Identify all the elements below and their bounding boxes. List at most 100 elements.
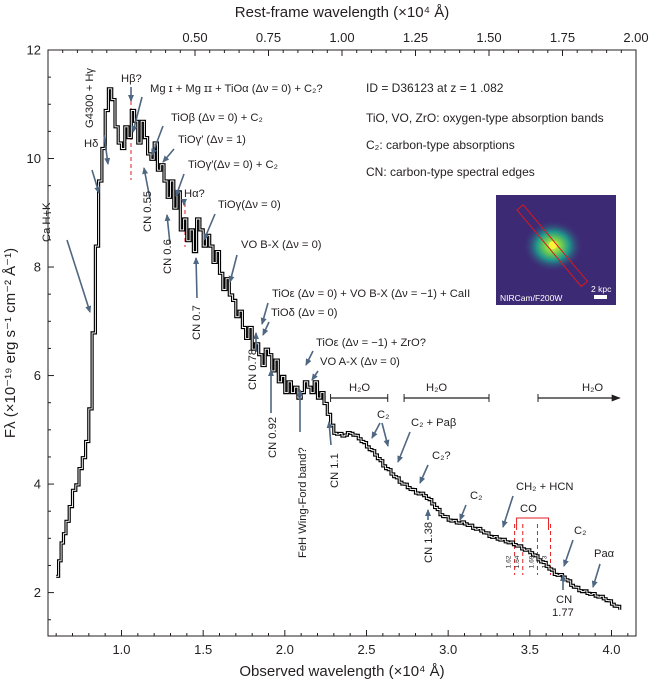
axis-tick-labels: 1.0 1.5 2.0 2.5 3.0 3.5 4.0 0.50 0.75 1.00 1.25 1.5… bbox=[27, 30, 649, 657]
annotation-label-c2q: C₂? bbox=[432, 450, 451, 462]
nircam-inset: NIRCam/F200W 2 kpc bbox=[496, 195, 616, 305]
annotation-label-cn177: CN 1.77 bbox=[552, 594, 574, 619]
annotation-label-cn07: CN 0.7 bbox=[191, 305, 203, 340]
annotation-arrow bbox=[371, 422, 381, 439]
x2-tick-label: 1.50 bbox=[476, 30, 501, 45]
annotation-label-cn055: CN 0.55 bbox=[142, 191, 154, 232]
annotation-arrow bbox=[419, 464, 429, 484]
annotation-label-cn11: CN 1.1 bbox=[329, 453, 341, 488]
info-line-id: ID = D36123 at z = 1 .082 bbox=[366, 81, 504, 95]
annotation-arrow bbox=[131, 96, 143, 133]
annotation-label-paa: Paα bbox=[594, 548, 615, 560]
annotation-label-cn06: CN 0.6 bbox=[162, 239, 174, 274]
info-box: ID = D36123 at z = 1 .082 TiO, VO, ZrO: … bbox=[366, 81, 604, 179]
annotation-label-halpha: Hα? bbox=[184, 188, 205, 200]
annotation-label-cn078: CN 0.78 bbox=[247, 349, 259, 390]
y-tick-label: 12 bbox=[27, 43, 41, 58]
annotation-label-c2pab: C₂ + Paβ bbox=[411, 417, 456, 429]
inset-scale-label: 2 kpc bbox=[591, 284, 612, 294]
annotation-label-h2o-2: H₂O bbox=[426, 382, 447, 394]
co-mark-label: 1.69 bbox=[528, 555, 535, 568]
annotation-arrow bbox=[175, 173, 185, 197]
annotation-label-ch2hcn: CH₂ + HCN bbox=[516, 481, 574, 493]
annotation-arrow bbox=[381, 422, 390, 447]
annotation-arrow bbox=[262, 321, 270, 336]
x2-tick-label: 0.75 bbox=[256, 30, 281, 45]
annotation-label-h2o-3: H₂O bbox=[582, 382, 603, 394]
annotation-arrow bbox=[563, 539, 574, 567]
spectrum-line-halo bbox=[56, 87, 622, 610]
annotation-arrow bbox=[91, 169, 101, 194]
x2-tick-label: 0.50 bbox=[182, 30, 207, 45]
y-axis-title: Fλ (×10⁻¹⁹ erg s⁻¹ cm⁻² Å⁻¹) bbox=[2, 248, 19, 438]
annotation-arrow bbox=[326, 421, 333, 446]
galaxy-core bbox=[549, 241, 557, 249]
spectrum-line bbox=[56, 88, 621, 610]
co-mark-label: 1.62 bbox=[506, 555, 513, 568]
inset-label: NIRCam/F200W bbox=[500, 293, 562, 303]
annotation-label-voax: VO A-X (Δν = 0) bbox=[320, 356, 400, 368]
annotation-label-c2a: C₂ bbox=[377, 409, 389, 421]
x-tick-label: 4.0 bbox=[602, 642, 620, 657]
annotation-arrows bbox=[66, 87, 601, 590]
annotation-arrow bbox=[311, 370, 319, 381]
annotation-label-tiogp1: TiOγ′ (Δν = 1) bbox=[178, 134, 246, 146]
annotation-arrow bbox=[397, 431, 411, 463]
x-tick-label: 2.5 bbox=[357, 642, 375, 657]
y-tick-label: 4 bbox=[34, 477, 41, 492]
slit-outline bbox=[516, 204, 589, 288]
x2-axis-title: Rest-frame wavelength (×10⁴ Å) bbox=[235, 4, 449, 21]
annotation-label-mg: Mg ɪ + Mg ɪɪ + TiOα (Δν = 0) + C₂? bbox=[150, 83, 323, 95]
y-tick-label: 2 bbox=[34, 585, 41, 600]
x-axis-title: Observed wavelength (×10⁴ Å) bbox=[239, 663, 444, 680]
annotation-label-hbeta: Hβ? bbox=[121, 73, 142, 85]
annotation-arrow bbox=[228, 254, 238, 283]
annotation-label-cn092: CN 0.92 bbox=[267, 417, 279, 458]
annotation-arrow bbox=[260, 302, 269, 325]
annotation-label-tioe: TiOε (Δν = 0) + VO B-X (Δν = −1) + CaII bbox=[272, 288, 470, 300]
x2-tick-label: 1.75 bbox=[550, 30, 575, 45]
x-tick-label: 2.0 bbox=[276, 642, 294, 657]
info-line-oxygen: TiO, VO, ZrO: oxygen-type absorption ban… bbox=[366, 111, 604, 125]
co-mark-label: 1.64 bbox=[514, 555, 521, 568]
annotation-label-feh: FeH Wing-Ford band? bbox=[297, 447, 309, 558]
co-bracket-line bbox=[516, 517, 550, 530]
annotation-label-tiogp0: TiOγ′(Δν = 0) + C₂ bbox=[188, 159, 278, 171]
annotation-arrow bbox=[162, 148, 175, 163]
annotation-label-c2c: C₂ bbox=[574, 525, 586, 537]
annotation-arrow bbox=[501, 495, 514, 528]
axis-ticks bbox=[48, 49, 637, 636]
annotation-arrow bbox=[103, 134, 111, 165]
x2-tick-label: 2.00 bbox=[623, 30, 648, 45]
annotation-label-ca-hk: Ca H+K bbox=[41, 202, 53, 242]
x2-tick-label: 1.00 bbox=[329, 30, 354, 45]
x-tick-label: 3.5 bbox=[521, 642, 539, 657]
annotation-label-tiod: TiOδ (Δν = 0) bbox=[271, 307, 338, 319]
cn177-line2: 1.77 bbox=[552, 607, 574, 619]
y-tick-label: 8 bbox=[34, 260, 41, 275]
annotation-label-tioe2: TiOε (Δν = −1) + ZrO? bbox=[316, 337, 426, 349]
annotation-label-vobx: VO B-X (Δν = 0) bbox=[241, 239, 322, 251]
annotation-label-co: CO bbox=[520, 503, 537, 515]
annotation-label-h2o-1: H₂O bbox=[349, 382, 370, 394]
inset-scale-bar bbox=[594, 295, 607, 299]
info-line-c2: C₂: carbon-type absorptions bbox=[366, 138, 515, 152]
annotation-arrow bbox=[193, 257, 200, 299]
annotation-label-hdelta: Hδ bbox=[84, 138, 98, 150]
annotation-arrow bbox=[66, 239, 92, 313]
annotation-arrow bbox=[459, 504, 467, 521]
annotation-label-g4300: G4300 + Hγ bbox=[84, 68, 96, 128]
co-bracket: 1.62 1.64 1.69 1.73 bbox=[506, 517, 552, 575]
x-tick-label: 1.5 bbox=[194, 642, 212, 657]
y-tick-label: 10 bbox=[27, 151, 41, 166]
x-tick-label: 3.0 bbox=[439, 642, 457, 657]
y-tick-label: 6 bbox=[34, 368, 41, 383]
annotation-labels: Ca H+K Hδ G4300 + Hγ Hβ? Mg ɪ + Mg ɪɪ + TiOα… bbox=[41, 68, 615, 619]
cn177-line1: CN bbox=[556, 594, 572, 606]
annotation-arrow bbox=[203, 213, 216, 241]
h2o-bands bbox=[330, 394, 621, 402]
annotation-label-c2b: C₂ bbox=[470, 490, 482, 502]
annotation-label-tiob: TiOβ (Δν = 0) + C₂ bbox=[171, 112, 263, 124]
annotation-label-tiog: TiOγ(Δν = 0) bbox=[218, 199, 281, 211]
